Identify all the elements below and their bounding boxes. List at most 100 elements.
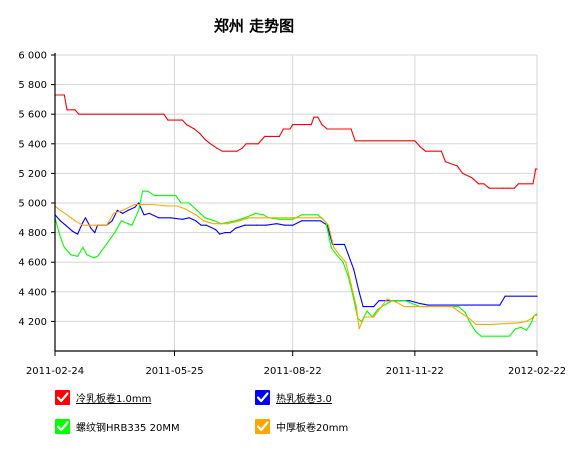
data-point (330, 246, 332, 248)
data-point (71, 230, 73, 232)
legend-item-cold-rolled[interactable]: 冷乳板卷1.0mm (55, 390, 151, 405)
check-icon[interactable] (255, 419, 270, 434)
data-point (313, 116, 315, 118)
legend-label[interactable]: 热乳板卷3.0 (276, 394, 332, 405)
data-point (292, 224, 294, 226)
legend-label: 螺纹钢HRB335 20MM (76, 423, 180, 434)
data-point (363, 316, 365, 318)
data-point (342, 261, 344, 263)
data-point (188, 217, 190, 219)
data-point (235, 220, 237, 222)
data-point (377, 309, 379, 311)
data-point (483, 183, 485, 185)
data-point (355, 306, 357, 308)
data-point (335, 254, 338, 256)
data-point (536, 313, 538, 315)
y-tick-label: 5 000 (18, 199, 47, 210)
x-axis-ticks: 2011-02-24 2011-05-25 2011-08-22 2011-11-22… (26, 351, 566, 377)
x-tick-label: 2011-05-25 (145, 366, 203, 377)
data-point (245, 143, 247, 145)
data-point (205, 224, 207, 226)
data-point (106, 224, 108, 226)
data-point (535, 168, 537, 170)
data-point (185, 124, 188, 126)
data-point (262, 214, 265, 216)
data-point (317, 214, 319, 216)
data-point (301, 214, 303, 216)
data-point (70, 254, 72, 256)
data-point (127, 209, 129, 211)
data-point (195, 214, 197, 216)
data-point (114, 232, 116, 234)
legend-item-hot-rolled[interactable]: 热乳板卷3.0 (255, 390, 332, 405)
data-point (419, 303, 421, 305)
data-point (254, 212, 257, 214)
data-point (378, 300, 380, 302)
check-icon[interactable] (55, 390, 70, 405)
data-point (366, 310, 368, 312)
data-point (148, 212, 150, 214)
data-point (131, 224, 133, 226)
check-icon[interactable] (255, 390, 270, 405)
data-point (59, 236, 61, 238)
x-tick-label: 2011-11-22 (386, 366, 444, 377)
data-point (520, 326, 522, 328)
data-point (195, 220, 197, 222)
y-axis-ticks: 6 000 5 800 5 600 5 400 5 200 5 000 4 800 4 600… (18, 51, 55, 328)
data-point (96, 255, 99, 257)
data-point (532, 183, 534, 185)
legend-item-rebar[interactable]: 螺纹钢HRB335 20MM (55, 419, 180, 434)
y-tick-label: 4 200 (18, 317, 47, 328)
data-point (333, 246, 335, 248)
data-point (199, 132, 201, 134)
data-point (180, 202, 182, 204)
data-point (154, 195, 156, 197)
y-tick-label: 4 400 (18, 287, 47, 298)
data-point (82, 246, 84, 248)
data-point (278, 218, 280, 220)
data-point (347, 254, 349, 256)
data-point (82, 224, 84, 226)
data-point (138, 209, 140, 211)
data-point (84, 217, 87, 219)
data-point (236, 150, 238, 152)
y-tick-label: 5 600 (18, 110, 47, 121)
data-point (310, 124, 312, 126)
y-tick-label: 5 400 (18, 139, 47, 150)
data-point (215, 229, 217, 231)
data-point (408, 300, 411, 302)
y-tick-label: 4 600 (18, 258, 47, 269)
data-point (213, 220, 215, 222)
data-point (116, 209, 118, 211)
data-point (536, 168, 538, 170)
data-point (358, 291, 360, 293)
data-point (74, 109, 76, 111)
data-point (63, 94, 65, 96)
data-point (94, 232, 96, 234)
series-4 (54, 203, 538, 330)
data-point (529, 323, 532, 325)
data-point (317, 116, 319, 118)
legend-item-medium-plate[interactable]: 中厚板卷20mm (255, 419, 348, 434)
data-point (188, 202, 190, 204)
data-point (273, 217, 275, 219)
data-point (462, 313, 464, 315)
data-point (184, 208, 186, 210)
data-point (227, 223, 229, 225)
data-point (229, 232, 231, 234)
legend-label[interactable]: 冷乳板卷1.0mm (76, 394, 152, 405)
data-point (419, 146, 421, 148)
data-point (464, 311, 466, 314)
data-point (244, 224, 246, 226)
data-point (127, 223, 129, 225)
check-icon[interactable] (55, 419, 70, 434)
data-point (353, 269, 355, 271)
data-point (411, 303, 413, 305)
data-point (181, 218, 184, 220)
data-point (59, 220, 61, 222)
data-point (92, 257, 95, 259)
data-point (158, 217, 160, 219)
data-point (66, 109, 68, 111)
data-point (90, 227, 92, 229)
data-point (221, 150, 223, 152)
